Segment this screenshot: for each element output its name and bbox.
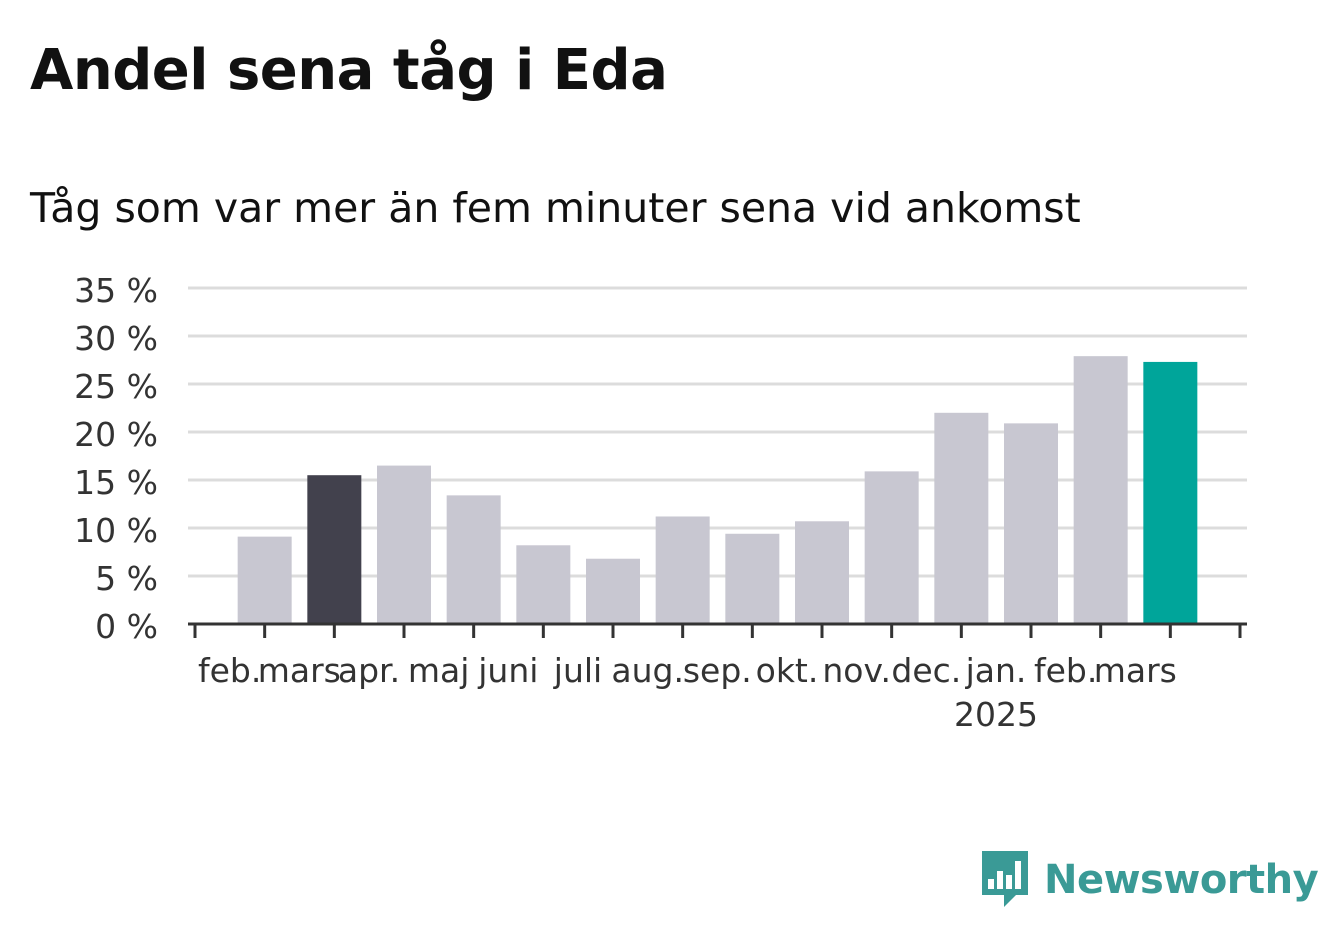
x-tick-label: juli (553, 651, 602, 690)
x-tick-label: maj (408, 651, 470, 690)
bar (516, 545, 571, 624)
bar (307, 475, 362, 624)
y-tick-label: 5 % (95, 559, 158, 598)
bar (586, 558, 640, 624)
brand-name: Newsworthy (1044, 857, 1319, 903)
x-year-label: 2025 (954, 695, 1038, 734)
x-tick-label: okt. (756, 651, 819, 690)
y-tick-label: 35 % (74, 271, 158, 310)
newsworthy-logo: Newsworthy (980, 849, 1319, 911)
y-tick-label: 10 % (74, 511, 158, 550)
bar (446, 495, 501, 624)
x-axis (188, 622, 1247, 638)
x-tick-label: feb. (1034, 651, 1097, 690)
bar (864, 471, 919, 624)
bar (655, 516, 710, 624)
y-tick-label: 0 % (95, 607, 158, 646)
x-tick-label: juni (477, 651, 538, 690)
y-tick-labels: 0 % 5 % 10 % 15 % 20 % 25 % 30 % 35 % (74, 271, 158, 646)
x-tick-label: mars (1094, 651, 1177, 690)
x-tick-label: dec. (891, 651, 961, 690)
gridlines (188, 286, 1247, 578)
y-tick-label: 25 % (74, 367, 158, 406)
bar (377, 465, 431, 624)
x-tick-label: mars (258, 651, 341, 690)
bar (1073, 356, 1128, 624)
y-tick-label: 30 % (74, 319, 158, 358)
bar-chart: 0 %5 %10 %15 %20 %25 %30 %35 % feb.marsa… (74, 271, 1247, 734)
bar (237, 536, 292, 624)
y-tick-label: 15 % (74, 463, 158, 502)
x-tick-label: apr. (338, 651, 400, 690)
x-tick-label: feb. (198, 651, 261, 690)
bar (1004, 423, 1058, 624)
x-tick-label: aug. (611, 651, 684, 690)
y-tick-label: 20 % (74, 415, 158, 454)
bar (1143, 361, 1198, 624)
chart-subtitle: Tåg som var mer än fem minuter sena vid … (30, 184, 1081, 232)
x-tick-label: sep. (683, 651, 752, 690)
bars (237, 356, 1198, 624)
bar (725, 533, 780, 624)
bar (795, 521, 849, 624)
newsworthy-logo-icon (982, 851, 1028, 907)
x-tick-label: jan. (965, 651, 1027, 690)
bar (934, 412, 989, 624)
chart-title: Andel sena tåg i Eda (30, 38, 668, 103)
x-tick-label: nov. (822, 651, 891, 690)
